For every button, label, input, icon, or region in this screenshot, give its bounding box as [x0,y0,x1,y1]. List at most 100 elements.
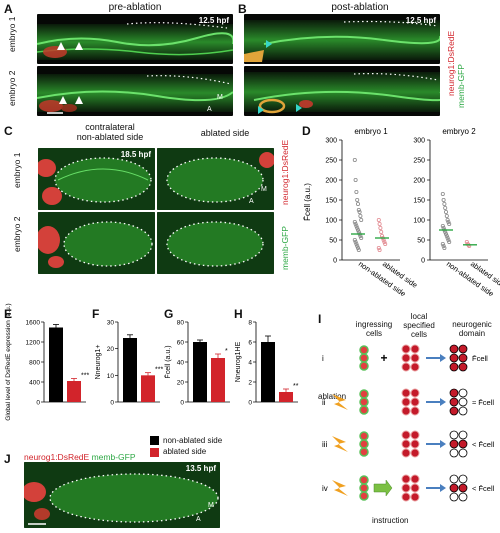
panel-g-letter: G [164,307,174,321]
chart-e-ytick-label: 400 [29,380,40,387]
chart-g-significance: * [225,348,228,355]
panel-i-local-cell [401,448,411,458]
panel-h-chart: Nneurog1HE 0 2 4 6 8 ** [235,320,299,407]
panel-i-row-num: ii [322,398,326,407]
panel-i-local-cell [410,406,420,416]
panel-c-embryo1-right-image: M A [157,148,274,210]
panel-i-ablation-bolt [332,394,348,410]
panel-d-ytick-label: 100 [413,218,425,225]
panel-i-domain-cell [458,474,468,484]
panel-i-local-cell [410,397,420,407]
panel-d-ytick-label: 50 [329,238,337,245]
panel-i-local-cell [401,492,411,502]
panel-d-point [376,218,381,223]
panel-i-local-cell [401,362,411,372]
panel-d-point [379,230,384,235]
panel-i-domain-cell [449,430,459,440]
chart-g-ytick-label: 40 [177,360,185,367]
chart-e-bar [67,381,81,402]
panel-i-row-result: F̄cell [472,354,488,363]
chart-e-ylabel: Global level of DsRedE expression (a.u.) [5,303,12,420]
panel-d-ytick-label: 250 [413,158,425,165]
panel-c-label-red: neurog1:DsRedE [280,139,290,205]
panel-a-axis-a: A [207,106,212,113]
panel-d-point [357,210,362,215]
panel-i-local-cell [401,439,411,449]
panel-j-stage: 13.5 hpf [185,464,216,473]
panel-i-local-cell [410,474,420,484]
panel-i-ingress-cell [359,405,369,415]
panel-d-point [447,240,452,245]
panel-i-instruction-arrow [373,479,393,497]
panel-d-point [356,202,361,207]
panel-i-arrowhead [440,484,446,492]
panel-i-domain-cell [449,474,459,484]
panel-d-point [443,232,448,237]
panel-a-row1-label: embryo 1 [7,16,17,52]
panel-i-ingress-cell [359,483,369,493]
panel-d-ytick-label: 150 [413,198,425,205]
panel-i-domain-cell [449,344,459,354]
panel-d-ytick-label: 300 [413,138,425,145]
panel-i-domain-cell [458,362,468,372]
panel-i-domain-cell [449,492,459,502]
panel-a-embryo1-image: 12.5 hpf [37,14,233,64]
panel-i-local-cell [410,448,420,458]
panel-d-point [445,236,450,241]
panel-i-row-num: iv [322,484,328,493]
panel-i-ingress-cell [359,491,369,501]
panel-c-letter: C [4,124,13,138]
panel-d-point [359,236,364,241]
panel-f-letter: F [92,307,100,321]
panel-i-local-cell [401,483,411,493]
panel-i-domain-cell [449,388,459,398]
panel-b-label-red: neurog1:DsRedE [446,30,456,96]
panel-b-stage: 12.5 hpf [405,16,436,25]
panel-a-row2-label: embryo 2 [7,70,17,106]
panel-d-point [377,248,382,253]
panel-i-local-cell [401,388,411,398]
panel-d-point [445,218,450,223]
panel-d-point [444,234,449,239]
panel-i-local-cell [410,483,420,493]
chart-f-ytick-label: 0 [110,400,114,407]
panel-d-ytick-label: 100 [325,218,337,225]
panel-d-point [356,230,361,235]
chart-g-bar [193,342,207,402]
panel-f-chart: Nneurog1+ 0 10 20 30 *** [95,320,163,407]
panel-d-point [376,246,381,251]
panel-d-point [442,202,447,207]
panel-i-instruction-label: instruction [372,516,409,525]
chart-g-bar [211,358,225,402]
panel-c-row2-label: embryo 2 [12,216,22,252]
panel-i-local-cell [401,344,411,354]
panel-d-point [440,192,445,197]
panel-c-axis-a: A [249,198,254,205]
panel-i-row-num: i [322,354,324,363]
panel-i-ingress-cell [359,353,369,363]
panel-i-domain-cell [458,448,468,458]
panel-h-letter: H [234,307,243,321]
panel-i-row-result: < F̄cell [472,484,495,493]
panel-d-point [355,226,360,231]
panel-j-image: 13.5 hpf M A [24,462,220,528]
panel-d-point [464,240,469,245]
panel-d-point [352,220,357,225]
panel-d-point [446,238,451,243]
bar-legend: non-ablated side ablated side [150,436,222,459]
panel-d-ylabel: F̄cell (a.u.) [303,183,312,221]
panel-i-ablation-bolt [332,436,348,452]
chart-g-ytick-label: 80 [177,320,185,327]
panel-c-header-left: contralateral non-ablated side [76,122,144,142]
panel-i-domain-cell [458,483,468,493]
panel-d-point [353,222,358,227]
panel-d-point [356,248,361,253]
panel-d-ytick-label: 250 [325,158,337,165]
panel-d-point [444,214,449,219]
panel-i-ingress-cell [359,439,369,449]
panel-d-point [356,228,361,233]
panel-d-point [443,210,448,215]
chart-g-ytick-label: 20 [177,380,185,387]
chart-h-ytick-label: 8 [248,320,252,327]
chart-g-ytick-label: 0 [180,400,184,407]
